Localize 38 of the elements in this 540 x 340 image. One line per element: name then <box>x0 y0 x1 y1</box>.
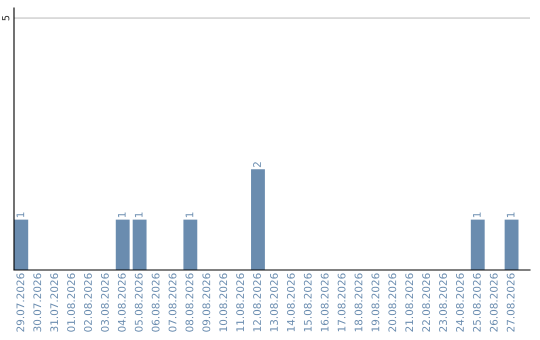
data-label: 1 <box>16 212 24 218</box>
x-tick-label: 05.08.2026 <box>134 273 143 332</box>
x-tick-label: 06.08.2026 <box>152 273 160 332</box>
x-tick-label: 31.07.2026 <box>50 273 58 332</box>
data-label: 1 <box>118 212 126 218</box>
x-tick-label: 27.08.2026 <box>506 273 515 332</box>
x-tick-label: 26.08.2026 <box>490 273 498 332</box>
data-label: 2 <box>253 162 261 168</box>
data-label: 1 <box>134 212 142 218</box>
x-tick-label: 19.08.2026 <box>371 273 380 332</box>
x-tick-label: 14.08.2026 <box>286 273 295 332</box>
y-tick-label: 5 <box>2 16 10 20</box>
x-tick-label: 01.08.2026 <box>67 273 76 332</box>
x-tick-label: 13.08.2026 <box>270 273 278 332</box>
x-tick-label: 03.08.2026 <box>100 273 109 332</box>
x-tick-label: 25.08.2026 <box>472 273 481 332</box>
x-tick-label: 12.08.2026 <box>253 273 261 332</box>
data-label: 1 <box>473 212 481 218</box>
x-tick-label: 22.08.2026 <box>422 273 430 332</box>
x-tick-label: 21.08.2026 <box>405 273 414 332</box>
x-tick-label: 10.08.2026 <box>219 273 228 332</box>
x-tick-label: 11.08.2026 <box>236 273 244 332</box>
x-tick-label: 08.08.2026 <box>185 273 194 332</box>
x-tick-label: 02.08.2026 <box>84 273 92 332</box>
x-tick-label: 23.08.2026 <box>439 273 447 332</box>
x-tick-label: 18.08.2026 <box>354 273 362 332</box>
x-tick-label: 17.08.2026 <box>338 273 346 332</box>
x-tick-label: 24.08.2026 <box>456 273 464 332</box>
data-label: 1 <box>506 212 514 218</box>
x-tick-label: 20.08.2026 <box>388 273 396 332</box>
x-tick-label: 16.08.2026 <box>320 273 329 332</box>
x-tick-label: 15.08.2026 <box>304 273 312 332</box>
x-tick-label: 07.08.2026 <box>168 273 176 332</box>
x-tick-label: 30.07.2026 <box>33 273 42 332</box>
data-label: 1 <box>186 212 194 218</box>
x-tick-label: 09.08.2026 <box>202 273 210 332</box>
x-tick-label: 04.08.2026 <box>118 273 126 332</box>
x-tick-label: 29.07.2026 <box>16 273 24 332</box>
